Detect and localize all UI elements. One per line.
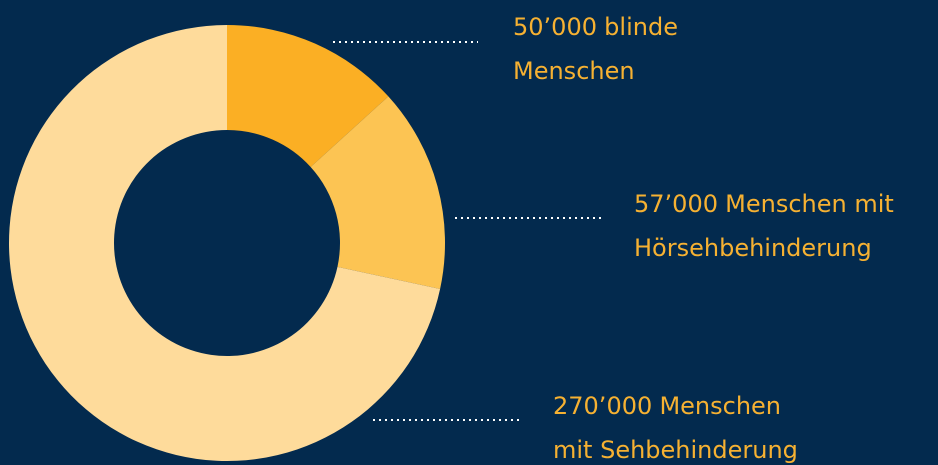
category-label: blinde [604,13,678,41]
category-label: Menschen mit [725,190,894,218]
slice-label: 57’000 Menschen mit Hörsehbehinderung [634,190,894,262]
donut-slice [8,24,441,461]
donut-slice [310,96,445,289]
donut-slice [227,25,389,168]
category-label: Menschen [513,57,635,85]
value-label: 57’000 [634,190,718,218]
category-label: mit Sehbehinderung [553,436,798,464]
slice-label: 50’000 blinde Menschen [513,13,678,85]
slice-label: 270’000 Menschen mit Sehbehinderung [553,392,798,464]
value-label: 50’000 [513,13,597,41]
category-label: Menschen [659,392,781,420]
category-label: Hörsehbehinderung [634,234,872,262]
value-label: 270’000 [553,392,652,420]
